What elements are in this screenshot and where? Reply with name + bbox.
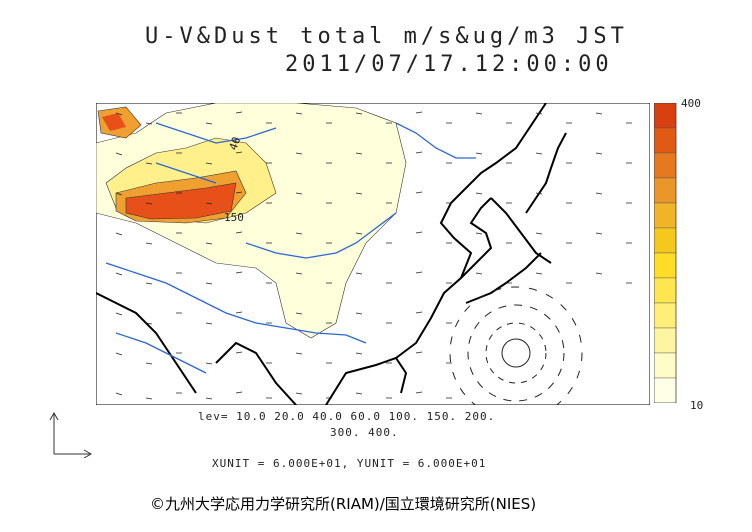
dust-colorbar	[654, 103, 677, 403]
colorbar-swatch	[654, 152, 677, 179]
contour-label-150: 150	[224, 211, 244, 224]
vector-unit-label: XUNIT = 6.000E+01, YUNIT = 6.000E+01	[212, 457, 487, 470]
colorbar-swatch	[654, 302, 677, 329]
colorbar-swatch	[654, 352, 677, 379]
dust-wind-map: 150 40	[96, 103, 650, 405]
colorbar-swatch	[654, 202, 677, 229]
colorbar-swatch	[654, 127, 677, 154]
contour-levels-line1: lev= 10.0 20.0 40.0 60.0 100. 150. 200.	[198, 410, 496, 423]
dust-region-nw-core	[102, 113, 126, 131]
colorbar-swatch	[654, 327, 677, 354]
copyright-notice: ©九州大学応用力学研究所(RIAM)/国立環境研究所(NIES)	[150, 495, 537, 513]
colorbar-swatch	[654, 103, 677, 129]
dust-region-red	[125, 182, 237, 220]
colorbar-swatches	[654, 103, 677, 403]
chart-title-line1: U-V&Dust total m/s&ug/m3 JST	[145, 24, 628, 49]
dust-shading	[96, 103, 407, 339]
wind-vectors	[115, 111, 632, 400]
colorbar-swatch	[654, 177, 677, 204]
contour-levels-line2: 300. 400.	[330, 426, 399, 439]
colorbar-swatch	[654, 227, 677, 254]
typhoon-circulation	[449, 286, 583, 405]
colorbar-max-label: 400	[681, 97, 701, 110]
chart-title-line2-timestamp: 2011/07/17.12:00:00	[285, 52, 613, 77]
contour-label-40: 40	[227, 135, 244, 152]
rivers	[105, 122, 476, 374]
colorbar-swatch	[654, 377, 677, 403]
colorbar-swatch	[654, 252, 677, 279]
colorbar-swatch	[654, 277, 677, 304]
reference-vector-icon	[49, 411, 93, 458]
colorbar-min-label: 10	[690, 399, 704, 412]
